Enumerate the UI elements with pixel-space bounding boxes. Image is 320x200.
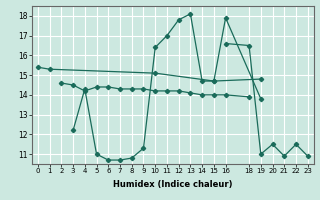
- X-axis label: Humidex (Indice chaleur): Humidex (Indice chaleur): [113, 180, 233, 189]
